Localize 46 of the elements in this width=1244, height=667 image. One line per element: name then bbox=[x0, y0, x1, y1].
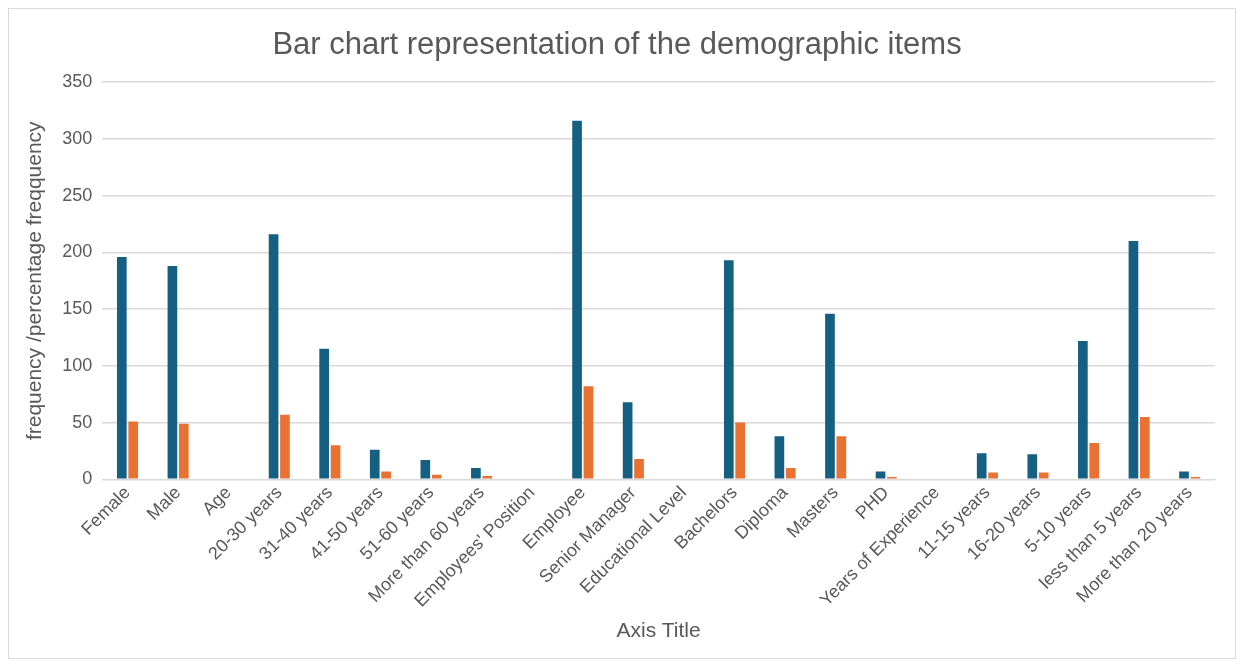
bar bbox=[1038, 472, 1049, 479]
bar bbox=[988, 472, 998, 479]
bar bbox=[1089, 443, 1100, 479]
bar bbox=[471, 467, 481, 479]
bar bbox=[1179, 471, 1189, 479]
bar bbox=[330, 445, 341, 479]
bar bbox=[369, 449, 380, 479]
bar bbox=[280, 414, 290, 479]
bar bbox=[381, 471, 391, 479]
bar bbox=[178, 423, 189, 479]
bar bbox=[319, 348, 329, 479]
bar bbox=[836, 436, 847, 479]
y-tick-label: 0 bbox=[82, 468, 93, 489]
bar bbox=[774, 436, 785, 479]
bar bbox=[723, 260, 734, 479]
bar bbox=[735, 422, 746, 479]
y-tick-label: 150 bbox=[62, 298, 93, 319]
y-tick-label: 50 bbox=[72, 411, 93, 432]
bar bbox=[1027, 454, 1038, 479]
bar bbox=[875, 471, 886, 479]
bar bbox=[583, 386, 594, 479]
bar bbox=[785, 467, 796, 479]
y-tick-label: 250 bbox=[62, 184, 93, 205]
bar bbox=[128, 421, 139, 479]
y-tick-label: 100 bbox=[62, 354, 93, 375]
bar bbox=[825, 313, 835, 479]
bar bbox=[622, 402, 633, 479]
x-axis-title: Axis Title bbox=[616, 618, 701, 642]
bar bbox=[634, 458, 644, 479]
x-tick-label: Age bbox=[198, 482, 236, 519]
bar bbox=[117, 256, 127, 479]
y-tick-label: 200 bbox=[62, 241, 93, 262]
y-axis-title: frequency /percentage freqquency bbox=[22, 120, 46, 441]
bar bbox=[167, 266, 178, 479]
bar bbox=[420, 460, 431, 479]
bar bbox=[268, 234, 279, 479]
bar bbox=[1139, 416, 1150, 479]
bar bbox=[482, 475, 493, 479]
bar bbox=[976, 453, 987, 479]
bar bbox=[572, 120, 582, 479]
chart-title: Bar chart representation of the demographic items bbox=[272, 26, 962, 62]
y-tick-label: 300 bbox=[62, 127, 93, 148]
bar bbox=[431, 474, 442, 479]
bar bbox=[1128, 241, 1139, 479]
y-tick-label: 350 bbox=[62, 71, 93, 92]
bar bbox=[1078, 340, 1088, 479]
